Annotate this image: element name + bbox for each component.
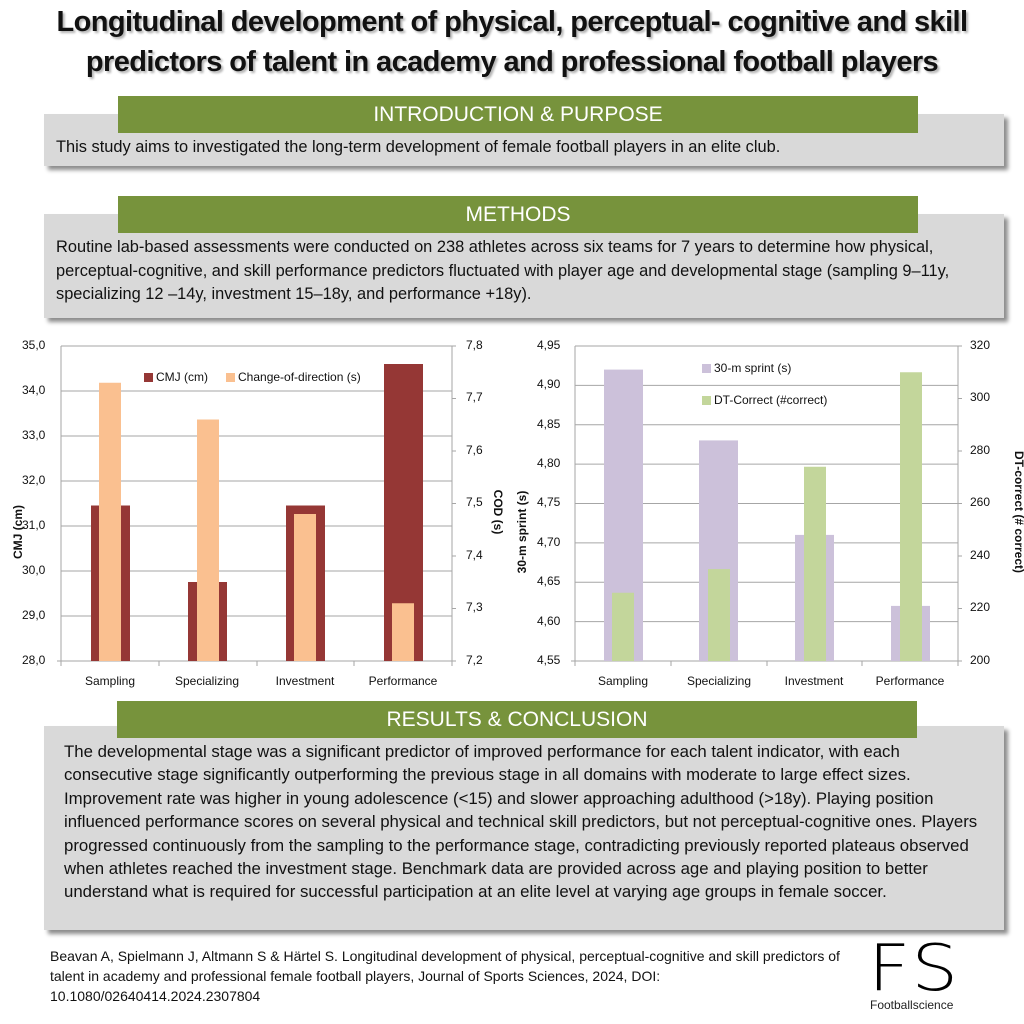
legend-swatch bbox=[702, 364, 711, 373]
y-tick: 28,0 bbox=[22, 653, 46, 667]
results-heading: RESULTS & CONCLUSION bbox=[386, 708, 648, 731]
methods-heading: METHODS bbox=[465, 203, 571, 226]
y-right-tick: 7,4 bbox=[466, 548, 483, 562]
y-tick: 34,0 bbox=[22, 383, 46, 397]
legend-swatch bbox=[226, 373, 235, 382]
legend-sprint: 30-m sprint (s) bbox=[702, 361, 791, 375]
y-axis-title: CMJ (cm) bbox=[11, 505, 25, 560]
footballscience-logo: FS Footballscience bbox=[868, 936, 958, 1012]
y-tick: 4,80 bbox=[537, 456, 561, 470]
legend-label: CMJ (cm) bbox=[156, 370, 208, 384]
chart-sprint-dt: 4,95 4,90 4,85 4,80 4,75 4,70 4,65 4,60 … bbox=[512, 330, 1024, 700]
y-right-tick: 7,5 bbox=[466, 495, 483, 509]
methods-banner: METHODS bbox=[118, 196, 918, 233]
legend-label: 30-m sprint (s) bbox=[714, 361, 792, 375]
legend-label: Change-of-direction (s) bbox=[238, 370, 361, 384]
y-tick: 29,0 bbox=[22, 608, 46, 622]
x-category: Investment bbox=[275, 674, 335, 688]
y-right-tick: 240 bbox=[970, 548, 991, 562]
y-right-tick: 260 bbox=[970, 495, 991, 509]
y-right-tick: 220 bbox=[970, 600, 991, 614]
legend-label: DT-Correct (#correct) bbox=[714, 393, 828, 407]
x-category: Specializing bbox=[174, 674, 240, 688]
y-right-tick: 7,6 bbox=[466, 443, 483, 457]
y-right-axis-title: COD (s) bbox=[491, 489, 505, 535]
intro-heading: INTRODUCTION & PURPOSE bbox=[373, 103, 663, 126]
methods-text: Routine lab-based assessments were condu… bbox=[56, 238, 950, 303]
y-tick: 4,65 bbox=[537, 574, 561, 588]
y-right-axis-title: DT-correct (# correct) bbox=[1012, 450, 1024, 574]
y-tick: 4,75 bbox=[537, 495, 561, 509]
y-right-tick: 7,7 bbox=[466, 390, 483, 404]
poster-title: Longitudinal development of physical, pe… bbox=[0, 2, 1024, 82]
y-tick: 33,0 bbox=[22, 428, 46, 442]
legend-cmj: CMJ (cm) bbox=[144, 370, 208, 384]
x-category: Sampling bbox=[84, 674, 136, 688]
y-right-tick: 300 bbox=[970, 390, 991, 404]
legend-dt: DT-Correct (#correct) bbox=[702, 393, 827, 407]
intro-text: This study aims to investigated the long… bbox=[56, 138, 781, 156]
x-category: Sampling bbox=[597, 674, 649, 688]
y-tick: 4,70 bbox=[537, 535, 561, 549]
legend-cod: Change-of-direction (s) bbox=[226, 370, 361, 384]
results-panel bbox=[44, 726, 1004, 930]
y-tick: 32,0 bbox=[22, 473, 46, 487]
y-tick: 4,90 bbox=[537, 377, 561, 391]
y-right-tick: 7,8 bbox=[466, 338, 483, 352]
y-tick: 4,55 bbox=[537, 653, 561, 667]
chart-cmj-cod: 35,0 34,0 33,0 32,0 31,0 30,0 29,0 28,0 … bbox=[0, 330, 512, 700]
y-axis-title: 30-m sprint (s) bbox=[515, 490, 529, 574]
y-tick: 30,0 bbox=[22, 563, 46, 577]
y-tick: 4,95 bbox=[537, 338, 561, 352]
y-tick: 31,0 bbox=[22, 518, 46, 532]
y-right-tick: 320 bbox=[970, 338, 991, 352]
title-line-1: Longitudinal development of physical, pe… bbox=[56, 6, 969, 38]
results-text: The developmental stage was a significan… bbox=[64, 742, 978, 902]
y-right-tick: 7,2 bbox=[466, 653, 483, 667]
logo-mark: FS bbox=[868, 932, 961, 1006]
y-tick: 4,60 bbox=[537, 614, 561, 628]
x-category: Specializing bbox=[686, 674, 752, 688]
y-tick: 4,85 bbox=[537, 417, 561, 431]
results-banner: RESULTS & CONCLUSION bbox=[117, 701, 917, 738]
citation: Beavan A, Spielmann J, Altmann S & Härte… bbox=[50, 948, 840, 1004]
chart-sprint-dt-plot bbox=[571, 345, 962, 666]
logo-name: Footballscience bbox=[870, 998, 954, 1012]
x-category: Investment bbox=[784, 674, 844, 688]
y-tick: 35,0 bbox=[22, 338, 46, 352]
legend-swatch bbox=[702, 396, 711, 405]
title-line-2: predictors of talent in academy and prof… bbox=[85, 46, 939, 78]
y-right-tick: 280 bbox=[970, 443, 991, 457]
intro-banner: INTRODUCTION & PURPOSE bbox=[118, 96, 918, 133]
y-right-tick: 200 bbox=[970, 653, 991, 667]
y-right-tick: 7,3 bbox=[466, 600, 483, 614]
x-category: Performance bbox=[875, 674, 945, 688]
x-category: Performance bbox=[368, 674, 438, 688]
chart-cmj-cod-plot bbox=[57, 345, 456, 666]
legend-swatch bbox=[144, 373, 153, 382]
